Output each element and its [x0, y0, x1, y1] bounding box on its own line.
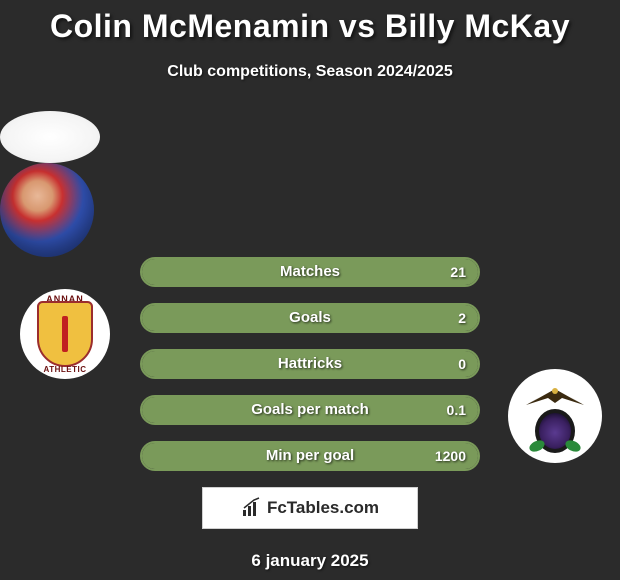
stat-bar: Hattricks0: [140, 349, 480, 379]
bar-value-right: 0.1: [447, 397, 466, 423]
page-title: Colin McMenamin vs Billy McKay: [0, 0, 620, 45]
player-right-avatar: [0, 163, 94, 257]
date-text: 6 january 2025: [0, 551, 620, 571]
bar-label: Hattricks: [142, 351, 478, 377]
bar-label: Min per goal: [142, 443, 478, 469]
bar-label: Goals per match: [142, 397, 478, 423]
bar-label: Goals: [142, 305, 478, 331]
stat-bars: Matches21 Goals2 Hattricks0 Goals per match…: [140, 257, 480, 471]
stat-bar: Matches21: [140, 257, 480, 287]
player-left-avatar: [0, 111, 100, 163]
chart-icon: [241, 497, 263, 519]
club-right-crest: [508, 369, 602, 463]
bar-label: Matches: [142, 259, 478, 285]
bar-value-right: 21: [450, 259, 466, 285]
fctables-logo[interactable]: FcTables.com: [202, 487, 418, 529]
bar-value-right: 0: [458, 351, 466, 377]
club-left-shield: [37, 301, 93, 367]
thistle-icon: [535, 409, 575, 453]
stat-bar: Min per goal1200: [140, 441, 480, 471]
stat-bar: Goals2: [140, 303, 480, 333]
logo-text: FcTables.com: [267, 498, 379, 518]
club-left-crest: ANNAN ATHLETIC: [20, 289, 110, 379]
club-left-name-bottom: ATHLETIC: [20, 365, 110, 374]
subtitle: Club competitions, Season 2024/2025: [0, 63, 620, 81]
bar-value-right: 2: [458, 305, 466, 331]
eagle-icon: [520, 385, 590, 407]
stat-bar: Goals per match0.1: [140, 395, 480, 425]
comparison-content: ANNAN ATHLETIC Matches21Goals2Hattricks0…: [0, 111, 620, 571]
bar-value-right: 1200: [435, 443, 466, 469]
